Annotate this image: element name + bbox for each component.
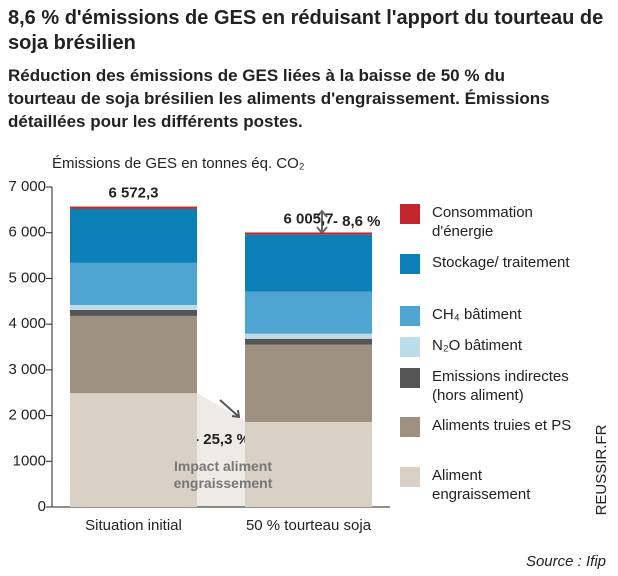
legend-swatch: [400, 467, 420, 487]
legend-label: Stockage/ traitement: [432, 254, 570, 271]
bar-segment: [70, 309, 197, 316]
annotation: - 25,3 %: [194, 431, 250, 448]
annotation: Impact aliment engraissement: [173, 458, 273, 491]
legend-swatch: [400, 306, 420, 326]
legend-label: CH₄ bâtiment: [432, 306, 522, 323]
bar-segment: [245, 232, 372, 235]
impact-arrow: [219, 399, 241, 419]
y-tick-label: 2 000: [8, 407, 46, 424]
bar-segment: [245, 421, 372, 507]
legend-swatch: [400, 204, 420, 224]
chart-title: 8,6 % d'émissions de GES en réduisant l'…: [8, 7, 604, 54]
y-tick-label: 5 000: [8, 269, 46, 286]
y-tick-label: 3 000: [8, 361, 46, 378]
total-label: 6 005,7: [283, 210, 333, 227]
bar-segment: [245, 344, 372, 422]
bar-segment: [245, 333, 372, 339]
legend-swatch: [400, 337, 420, 357]
impact-wedge: [197, 393, 245, 507]
total-label: 6 572,3: [108, 185, 158, 202]
bar-segment: [245, 234, 372, 292]
annotation: - 8,6 %: [333, 213, 381, 230]
y-axis-label: Émissions de GES en tonnes éq. CO₂: [52, 155, 305, 172]
legend-label: Emissions indirectes (hors aliment): [432, 368, 569, 404]
y-tick-label: 6 000: [8, 224, 46, 241]
bar-segment: [70, 315, 197, 394]
legend-swatch: [400, 417, 420, 437]
legend-label: Consommation d'énergie: [432, 204, 533, 240]
bar-segment: [245, 338, 372, 345]
y-tick-label: 0: [38, 498, 46, 515]
legend-label: N₂O bâtiment: [432, 337, 523, 354]
bar-segment: [70, 393, 197, 507]
legend-swatch: [400, 368, 420, 388]
bar-segment: [70, 208, 197, 263]
bar-segment: [245, 291, 372, 334]
x-tick-label: Situation initial: [85, 517, 182, 534]
y-tick-label: 1000: [13, 452, 46, 469]
legend-swatch: [400, 254, 420, 274]
y-tick-label: 4 000: [8, 315, 46, 332]
legend-label: Aliment engraissement: [432, 467, 531, 503]
source: Source : Ifip: [526, 553, 606, 570]
y-tick-label: 7 000: [8, 178, 46, 195]
chart-subtitle: Réduction des émissions de GES liées à l…: [8, 66, 550, 131]
credit: REUSSIR.FR: [593, 424, 610, 515]
x-tick-label: 50 % tourteau soja: [246, 517, 372, 534]
bar-segment: [70, 262, 197, 305]
legend-label: Aliments truies et PS: [432, 417, 572, 434]
bar-segment: [70, 206, 197, 209]
bar-segment: [70, 304, 197, 310]
